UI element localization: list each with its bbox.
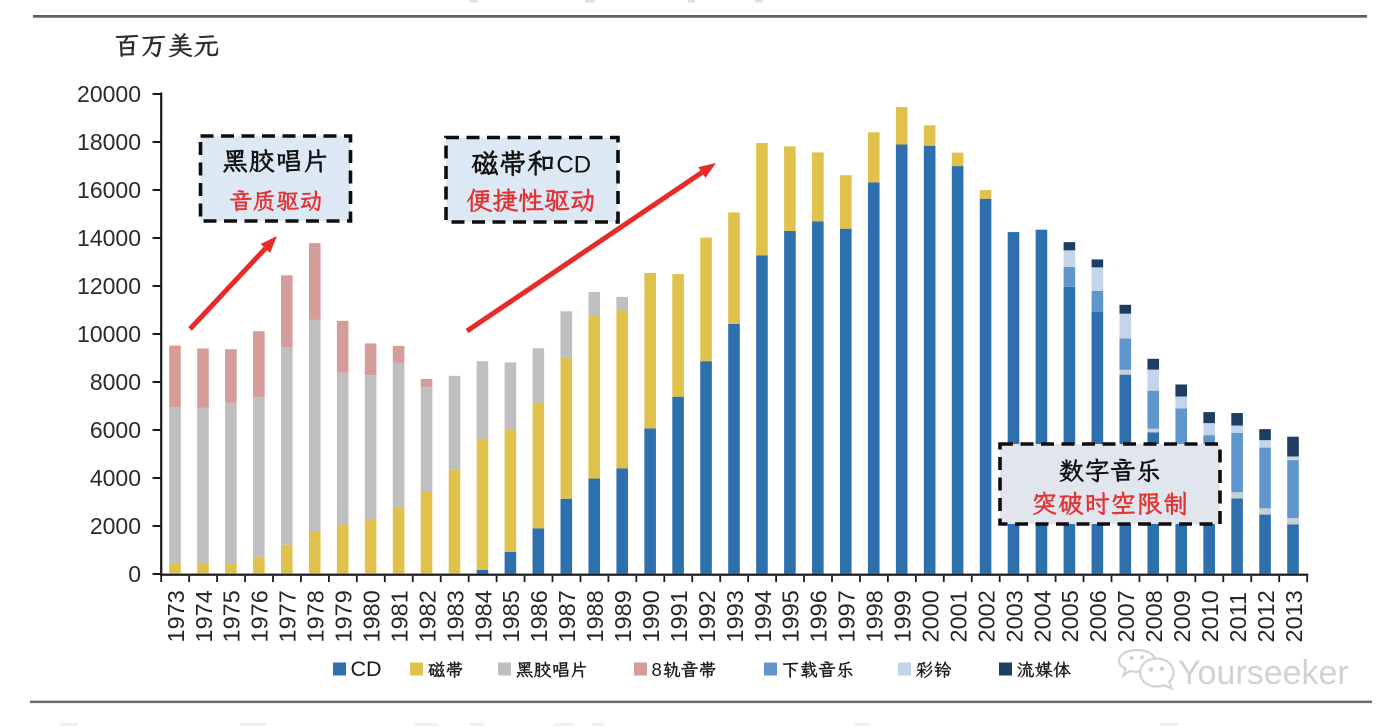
svg-text:1979: 1979 xyxy=(331,590,357,642)
svg-text:1981: 1981 xyxy=(386,590,412,642)
svg-text:1991: 1991 xyxy=(666,590,692,642)
svg-text:2004: 2004 xyxy=(1029,590,1055,642)
svg-text:1995: 1995 xyxy=(778,590,804,642)
svg-text:1992: 1992 xyxy=(694,590,720,642)
svg-text:2001: 2001 xyxy=(945,590,971,642)
svg-text:1983: 1983 xyxy=(442,590,468,642)
svg-text:1975: 1975 xyxy=(219,590,245,642)
svg-text:2006: 2006 xyxy=(1085,590,1111,642)
svg-text:2007: 2007 xyxy=(1113,590,1139,642)
svg-text:14000: 14000 xyxy=(77,225,141,251)
svg-text:1984: 1984 xyxy=(470,590,496,642)
svg-text:1982: 1982 xyxy=(414,590,440,642)
svg-text:12000: 12000 xyxy=(77,273,141,299)
svg-text:2002: 2002 xyxy=(973,590,999,642)
svg-text:1986: 1986 xyxy=(526,590,552,642)
svg-text:10000: 10000 xyxy=(77,321,141,347)
svg-text:1988: 1988 xyxy=(582,590,608,642)
svg-text:1998: 1998 xyxy=(862,590,888,642)
svg-text:1993: 1993 xyxy=(722,590,748,642)
svg-text:6000: 6000 xyxy=(90,417,141,443)
svg-text:2012: 2012 xyxy=(1253,590,1279,642)
svg-text:1973: 1973 xyxy=(163,590,189,642)
svg-text:Yourseeker: Yourseeker xyxy=(1178,654,1349,692)
svg-text:2003: 2003 xyxy=(1001,590,1027,642)
svg-text:1996: 1996 xyxy=(806,590,832,642)
svg-text:1985: 1985 xyxy=(498,590,524,642)
svg-text:16000: 16000 xyxy=(77,177,141,203)
svg-text:1980: 1980 xyxy=(358,590,384,642)
svg-text:1997: 1997 xyxy=(834,590,860,642)
svg-text:2008: 2008 xyxy=(1141,590,1167,642)
svg-text:CD: CD xyxy=(351,657,382,681)
svg-text:2011: 2011 xyxy=(1225,592,1251,643)
svg-text:1978: 1978 xyxy=(303,590,329,642)
svg-text:18000: 18000 xyxy=(77,129,141,155)
svg-text:2005: 2005 xyxy=(1057,590,1083,642)
svg-text:1974: 1974 xyxy=(191,590,217,642)
svg-text:20000: 20000 xyxy=(77,81,141,107)
svg-text:8000: 8000 xyxy=(90,369,141,395)
svg-text:1989: 1989 xyxy=(610,590,636,642)
svg-text:2013: 2013 xyxy=(1281,590,1307,642)
svg-text:2009: 2009 xyxy=(1169,590,1195,642)
svg-text:1999: 1999 xyxy=(890,590,916,642)
svg-text:CD: CD xyxy=(556,152,591,179)
svg-text:1977: 1977 xyxy=(275,590,301,642)
svg-text:1987: 1987 xyxy=(554,590,580,642)
svg-text:2000: 2000 xyxy=(90,513,141,539)
svg-text:2000: 2000 xyxy=(917,590,943,642)
svg-text:1990: 1990 xyxy=(638,590,664,642)
svg-text:0: 0 xyxy=(128,561,141,587)
svg-text:8: 8 xyxy=(652,659,662,680)
svg-text:1976: 1976 xyxy=(247,590,273,642)
svg-text:4000: 4000 xyxy=(90,465,141,491)
svg-text:1994: 1994 xyxy=(750,590,776,642)
svg-text:2010: 2010 xyxy=(1197,590,1223,642)
